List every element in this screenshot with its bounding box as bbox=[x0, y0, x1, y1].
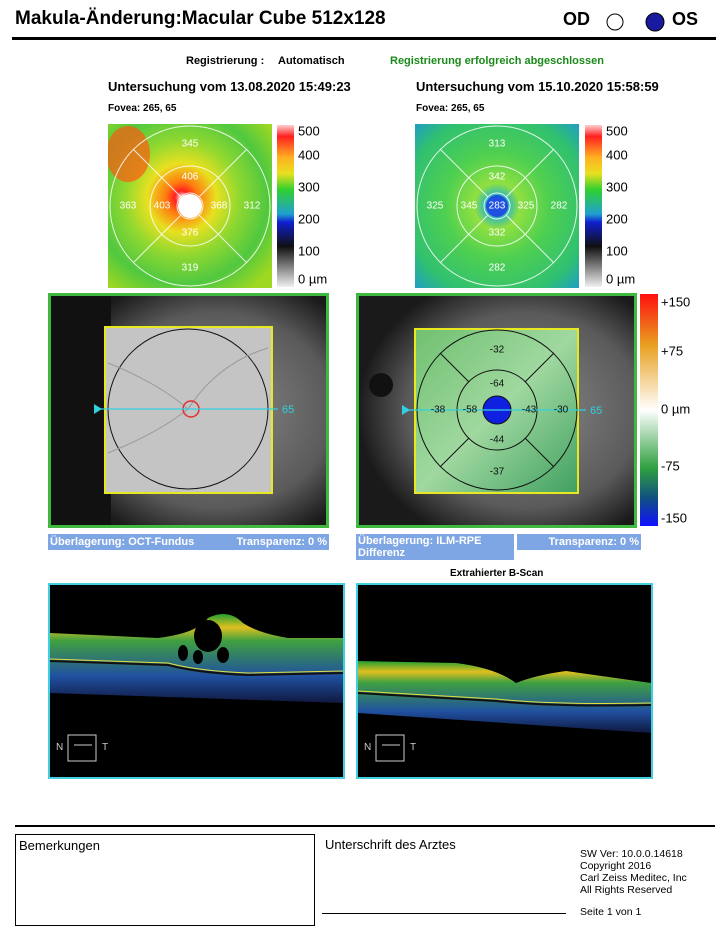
scale-label: 100 bbox=[606, 243, 628, 258]
software-line: All Rights Reserved bbox=[580, 884, 673, 896]
sector-value: -43 bbox=[522, 405, 537, 416]
bscan-title: Extrahierter B-Scan bbox=[450, 568, 544, 579]
scale-label: -150 bbox=[661, 510, 687, 525]
scale-label: 500 bbox=[606, 124, 628, 138]
signature-label: Unterschrift des Arztes bbox=[325, 837, 456, 852]
bscan-image: N T bbox=[48, 583, 345, 779]
sector-value: 363 bbox=[120, 201, 137, 212]
sector-value: -37 bbox=[490, 467, 505, 478]
overlay-bar: Überlagerung: ILM-RPE Differenz bbox=[356, 534, 514, 560]
remarks-box bbox=[15, 834, 315, 926]
sector-value: 342 bbox=[489, 172, 506, 183]
sector-value: 368 bbox=[211, 201, 228, 212]
software-line: Carl Zeiss Meditec, Inc bbox=[580, 872, 687, 884]
sector-value: 325 bbox=[427, 201, 444, 212]
fovea: Fovea: 265, 65 bbox=[108, 103, 177, 114]
overlay-label: Überlagerung: ILM-RPE Differenz bbox=[358, 535, 482, 559]
bscan-image: N T bbox=[356, 583, 653, 779]
scale-label: 500 bbox=[298, 124, 320, 138]
header-rule bbox=[12, 37, 716, 40]
transparency: Transparenz: 0 % bbox=[548, 536, 639, 548]
fundus-image: 65 bbox=[48, 293, 329, 528]
eye-markers bbox=[606, 12, 665, 32]
sector-value: 325 bbox=[518, 201, 535, 212]
footer-rule bbox=[15, 825, 715, 827]
transparency: Transparenz: 0 % bbox=[236, 536, 327, 548]
difference-map: 65 -32 -64 -38 -58 -43 -30 -44 -37 bbox=[356, 293, 637, 528]
reg-status: Registrierung erfolgreich abgeschlossen bbox=[390, 55, 604, 67]
scale-label: 200 bbox=[298, 211, 320, 226]
overlay-bar: Transparenz: 0 % bbox=[517, 534, 641, 550]
exam-title: Untersuchung vom 13.08.2020 15:49:23 bbox=[108, 79, 351, 94]
scale-label: -75 bbox=[661, 458, 680, 473]
software-info: SW Ver: 10.0.0.14618 Copyright 2016 Carl… bbox=[580, 848, 687, 896]
temporal-label: T bbox=[102, 742, 108, 753]
sector-value: -32 bbox=[490, 345, 505, 356]
sector-value: 313 bbox=[489, 139, 506, 150]
fovea: Fovea: 265, 65 bbox=[416, 103, 485, 114]
exam-title: Untersuchung vom 15.10.2020 15:58:59 bbox=[416, 79, 659, 94]
os-label: OS bbox=[672, 9, 699, 29]
od-label: OD bbox=[563, 9, 590, 29]
title: Makula-Änderung:Macular Cube 512x128 bbox=[15, 8, 386, 29]
sector-value: -64 bbox=[490, 379, 505, 390]
thickness-scale: 500 400 300 200 100 0 µm bbox=[277, 124, 327, 287]
sector-value: -44 bbox=[490, 435, 505, 446]
reg-label: Registrierung : bbox=[186, 55, 265, 67]
scale-label: +150 bbox=[661, 294, 690, 309]
scale-label: +75 bbox=[661, 343, 683, 358]
thickness-map: 345 406 363 403 368 312 376 319 bbox=[108, 124, 272, 288]
overlay-bar: Überlagerung: OCT-Fundus bbox=[48, 534, 210, 550]
sector-value: 319 bbox=[182, 263, 199, 274]
od-marker bbox=[606, 13, 624, 31]
sector-value: 403 bbox=[154, 201, 171, 212]
signature-line bbox=[322, 913, 566, 914]
sector-value: 406 bbox=[182, 172, 199, 183]
temporal-label: T bbox=[410, 742, 416, 753]
sector-value: 282 bbox=[551, 201, 568, 212]
nasal-label: N bbox=[364, 742, 371, 753]
scale-label: 100 bbox=[298, 243, 320, 258]
scale-label: 400 bbox=[606, 147, 628, 162]
difference-scale: +150 +75 0 µm -75 -150 bbox=[640, 294, 690, 526]
scale-label: 300 bbox=[606, 179, 628, 194]
software-line: SW Ver: 10.0.0.14618 bbox=[580, 848, 683, 860]
thickness-scale: 500 400 300 200 100 0 µm bbox=[585, 124, 635, 287]
sector-value: 312 bbox=[244, 201, 261, 212]
sector-value: -58 bbox=[463, 405, 478, 416]
sector-value: 345 bbox=[461, 201, 478, 212]
software-line: Copyright 2016 bbox=[580, 860, 652, 872]
scale-label: 200 bbox=[606, 211, 628, 226]
thickness-map: 313 342 325 345 283 325 282 332 282 bbox=[415, 124, 579, 288]
sector-value: 345 bbox=[182, 139, 199, 150]
scale-label: 0 µm bbox=[606, 271, 635, 286]
scale-label: 0 µm bbox=[298, 271, 327, 286]
sector-value: 376 bbox=[182, 228, 199, 239]
sector-value: 283 bbox=[489, 201, 506, 212]
overlay-label: Überlagerung: OCT-Fundus bbox=[50, 536, 195, 548]
os-marker bbox=[645, 12, 665, 32]
sector-value: -38 bbox=[431, 405, 446, 416]
nasal-label: N bbox=[56, 742, 63, 753]
sector-value: 332 bbox=[489, 228, 506, 239]
overlay-bar: Transparenz: 0 % bbox=[210, 534, 329, 550]
scan-label: 65 bbox=[590, 405, 602, 417]
scan-label: 65 bbox=[282, 404, 294, 416]
reg-value: Automatisch bbox=[278, 55, 345, 67]
scale-label: 0 µm bbox=[661, 401, 690, 416]
remarks-label: Bemerkungen bbox=[19, 838, 100, 853]
sector-value: 282 bbox=[489, 263, 506, 274]
page-number: Seite 1 von 1 bbox=[580, 906, 642, 918]
sector-value: -30 bbox=[554, 405, 569, 416]
scale-label: 300 bbox=[298, 179, 320, 194]
scale-label: 400 bbox=[298, 147, 320, 162]
